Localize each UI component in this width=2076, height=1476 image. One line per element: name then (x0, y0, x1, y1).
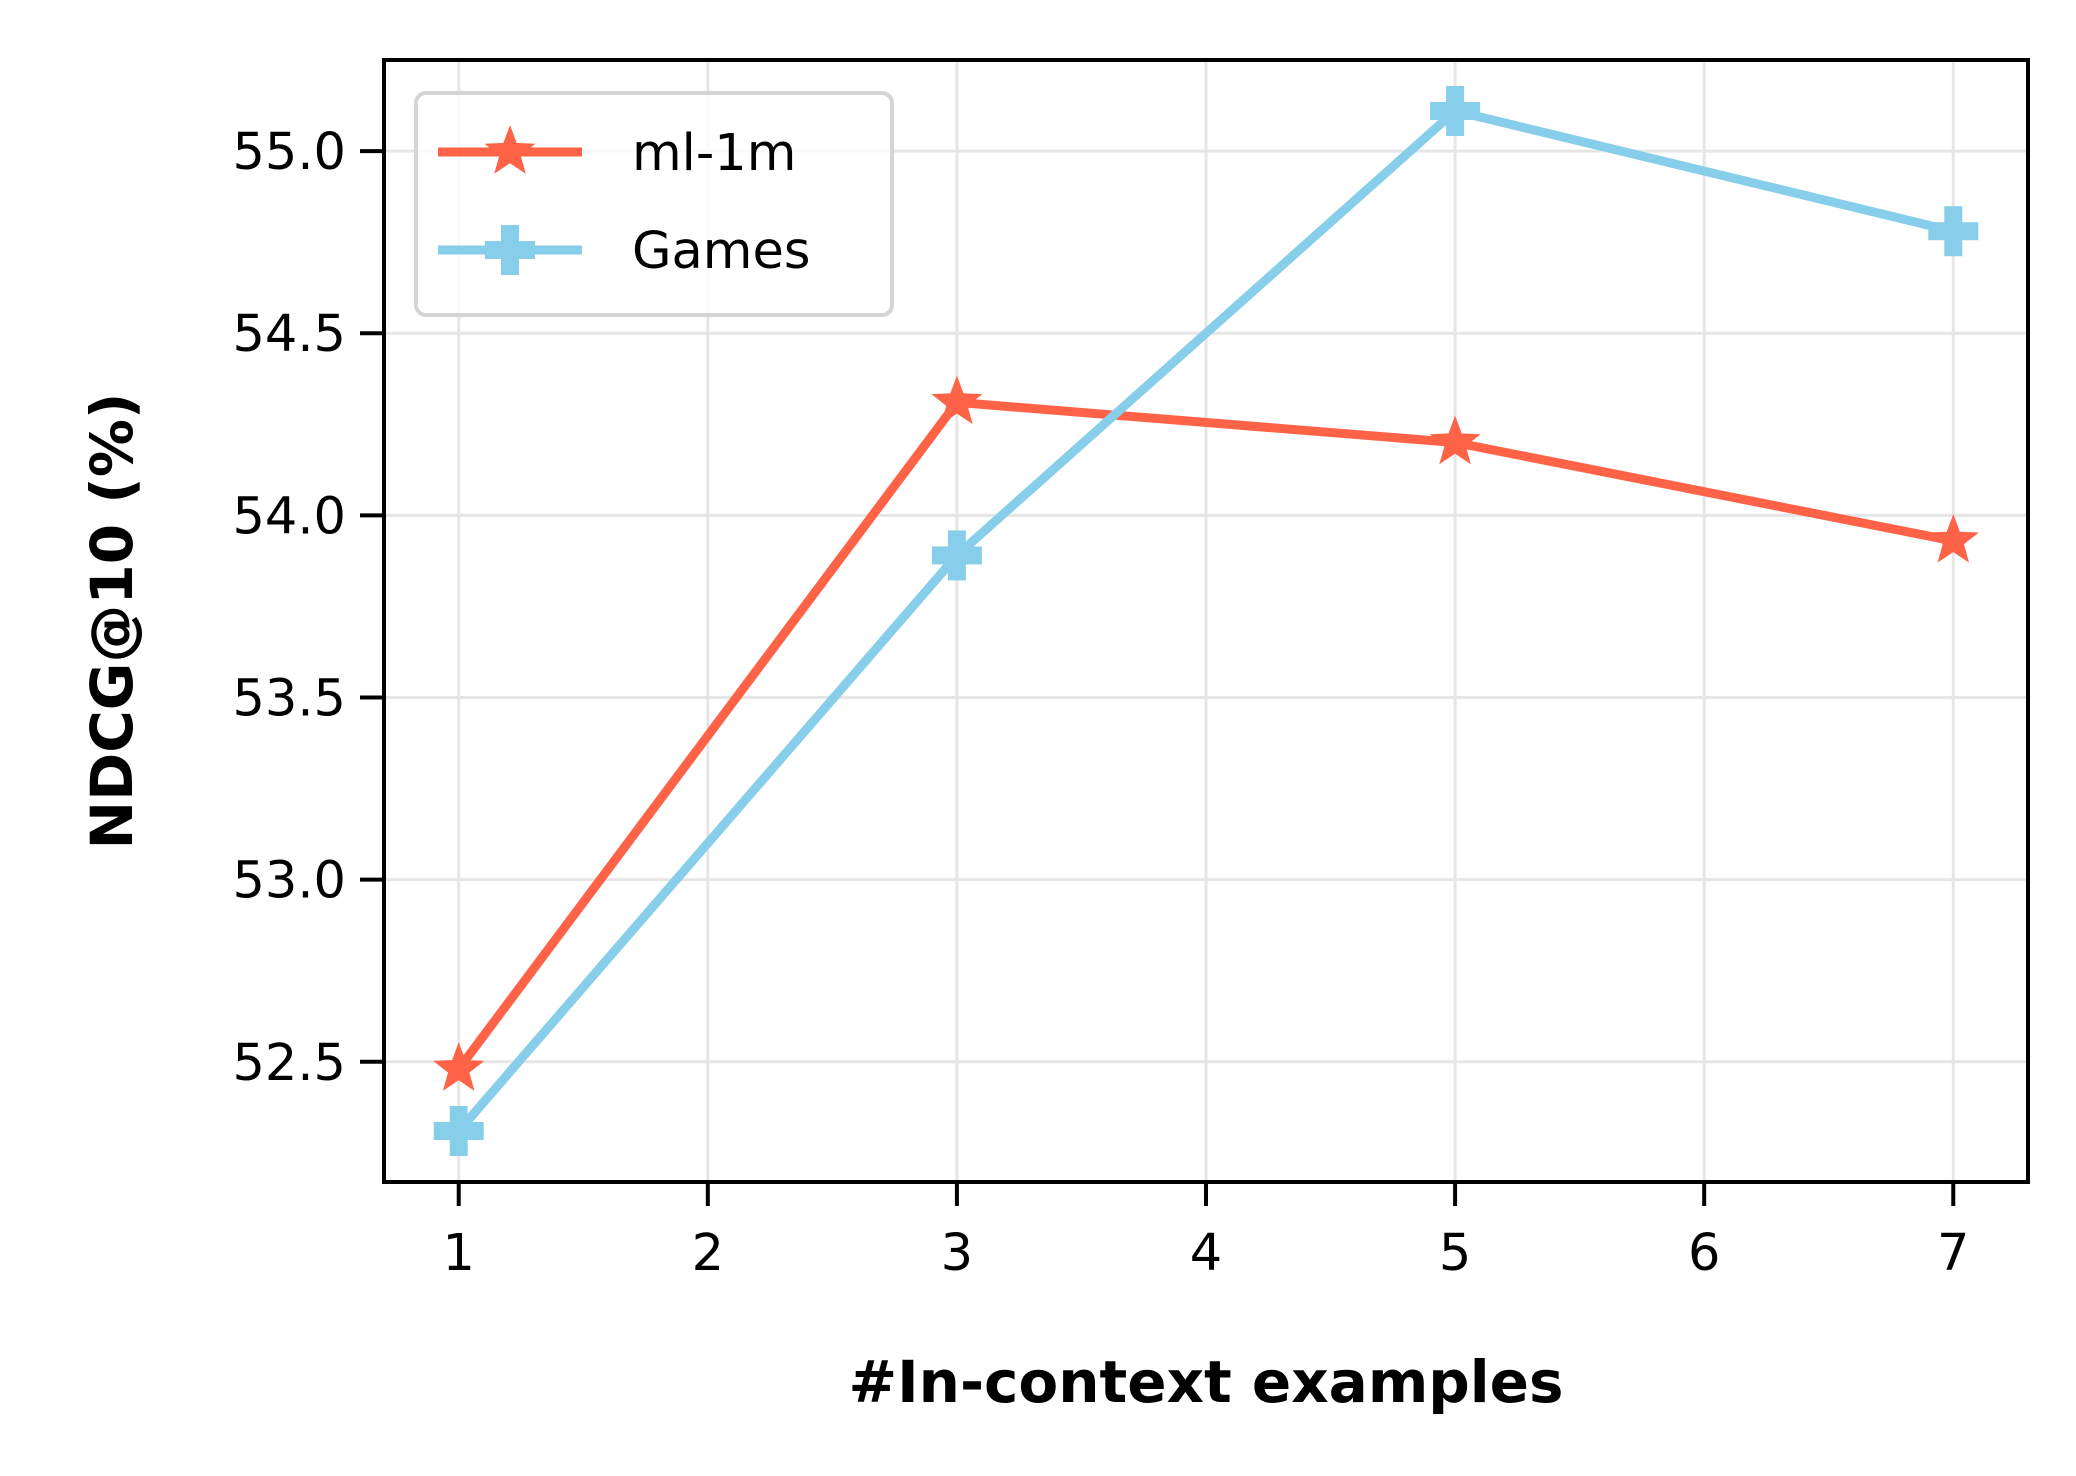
axes: 1 2 3 4 5 6 7 52.5 53.0 53.5 54.0 54.5 55.0 (232, 123, 1969, 1283)
series-line (455, 397, 1955, 1072)
x-tick-label: 7 (1937, 1224, 1969, 1283)
x-tick-label: 2 (692, 1224, 724, 1283)
legend-label: ml-1m (632, 124, 796, 183)
x-axis-title: #In-context examples (848, 1348, 1563, 1416)
series-ml-1m (433, 375, 1979, 1091)
series-Games (433, 86, 1979, 1156)
series-layer (433, 86, 1979, 1156)
data-point (433, 1106, 484, 1156)
y-tick-label: 55.0 (232, 123, 346, 182)
series-line (455, 106, 1955, 1134)
data-point (1927, 514, 1979, 563)
y-tick-label: 53.0 (232, 852, 346, 911)
data-point (1430, 86, 1481, 136)
data-point (931, 375, 983, 425)
legend-marker (485, 225, 535, 275)
legend-item: Games (438, 222, 810, 281)
x-tick-label: 4 (1190, 1224, 1222, 1283)
y-tick-label: 52.5 (232, 1034, 346, 1093)
y-axis-title: NDCG@10 (%) (78, 393, 146, 850)
data-point (1928, 206, 1979, 257)
x-tick-label: 5 (1439, 1224, 1471, 1283)
x-tick-label: 6 (1688, 1224, 1720, 1283)
legend: ml-1m Games (414, 91, 894, 317)
grid (384, 60, 2028, 1182)
y-tick-label: 54.5 (232, 305, 346, 364)
legend-marker (484, 125, 536, 174)
data-point (931, 530, 982, 581)
y-tick-label: 53.5 (232, 670, 346, 729)
data-point (433, 1042, 485, 1091)
x-tick-label: 1 (443, 1224, 475, 1283)
legend-item: ml-1m (438, 124, 796, 183)
data-point (1429, 415, 1481, 465)
x-tick-label: 3 (941, 1224, 973, 1283)
y-tick-label: 54.0 (232, 487, 346, 546)
legend-label: Games (632, 222, 810, 281)
